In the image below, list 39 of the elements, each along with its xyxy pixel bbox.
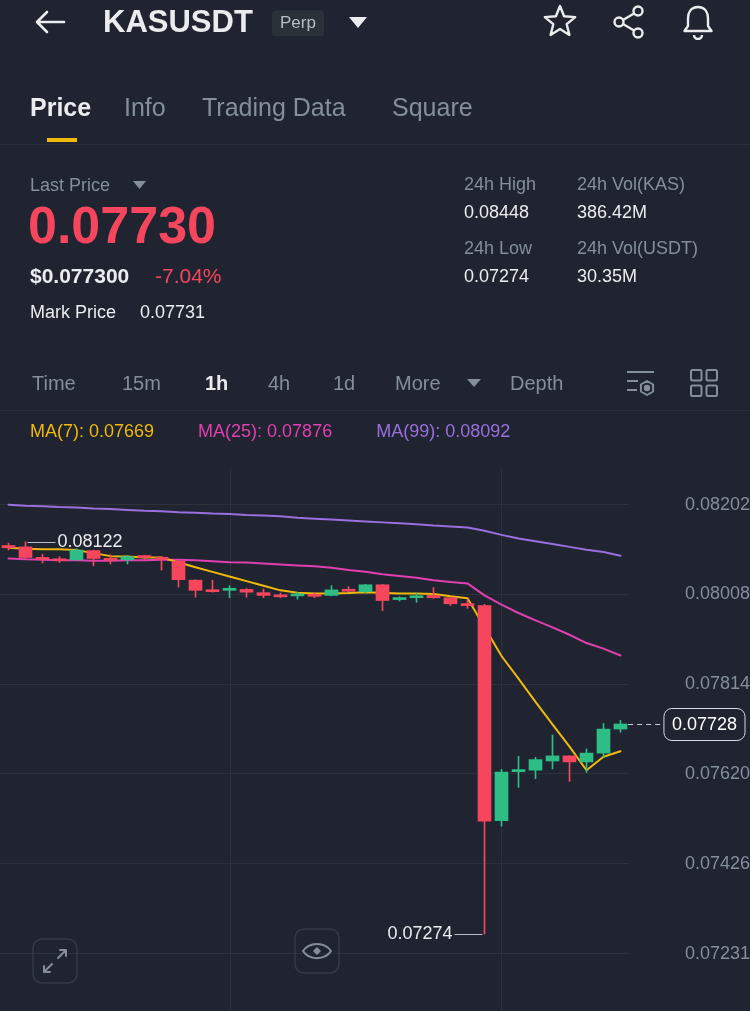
annotation: 0.08122 <box>57 530 123 551</box>
y-tick-label: 0.07426 <box>684 852 750 873</box>
text: 0.07730 <box>28 196 216 256</box>
text: 0.08448 <box>464 201 530 223</box>
y-tick-label: 0.07814 <box>684 673 750 694</box>
text: Mark Price <box>30 301 117 323</box>
text: 1d <box>333 371 356 395</box>
text: 24h Vol(KAS) <box>577 173 686 195</box>
text: $0.077300 <box>30 263 130 289</box>
text: Info <box>124 92 166 122</box>
text: 15m <box>122 371 161 395</box>
text: 24h High <box>464 173 537 195</box>
text: MA(7): 0.07669 <box>30 421 155 442</box>
y-tick-label: 0.07231 <box>684 942 750 963</box>
text: 24h Low <box>464 237 533 259</box>
y-tick-label: 0.08008 <box>684 583 750 604</box>
text: 0.07731 <box>140 301 206 323</box>
text: 4h <box>268 371 291 395</box>
y-tick-label: 0.07620 <box>684 762 750 783</box>
text: More <box>395 371 441 395</box>
text: 0.07728 <box>671 714 738 735</box>
text: Price <box>30 92 92 122</box>
text: Square <box>392 92 473 122</box>
text: -7.04% <box>155 263 222 289</box>
text: 1h <box>205 371 229 395</box>
text: 30.35M <box>577 265 638 287</box>
text: Depth <box>510 371 564 395</box>
text: 0.07274 <box>464 265 530 287</box>
text: MA(25): 0.07876 <box>198 421 333 442</box>
text: Time <box>32 371 76 395</box>
annotation: 0.07274 <box>387 922 453 943</box>
text: MA(99): 0.08092 <box>376 421 511 442</box>
text: 24h Vol(USDT) <box>577 237 699 259</box>
text: Trading Data <box>202 92 346 122</box>
text: Last Price <box>30 174 111 196</box>
y-tick-label: 0.08202 <box>684 493 750 514</box>
badge: Perp <box>272 10 324 36</box>
text: 386.42M <box>577 201 648 223</box>
chart-title: KASUSDT <box>103 4 253 40</box>
